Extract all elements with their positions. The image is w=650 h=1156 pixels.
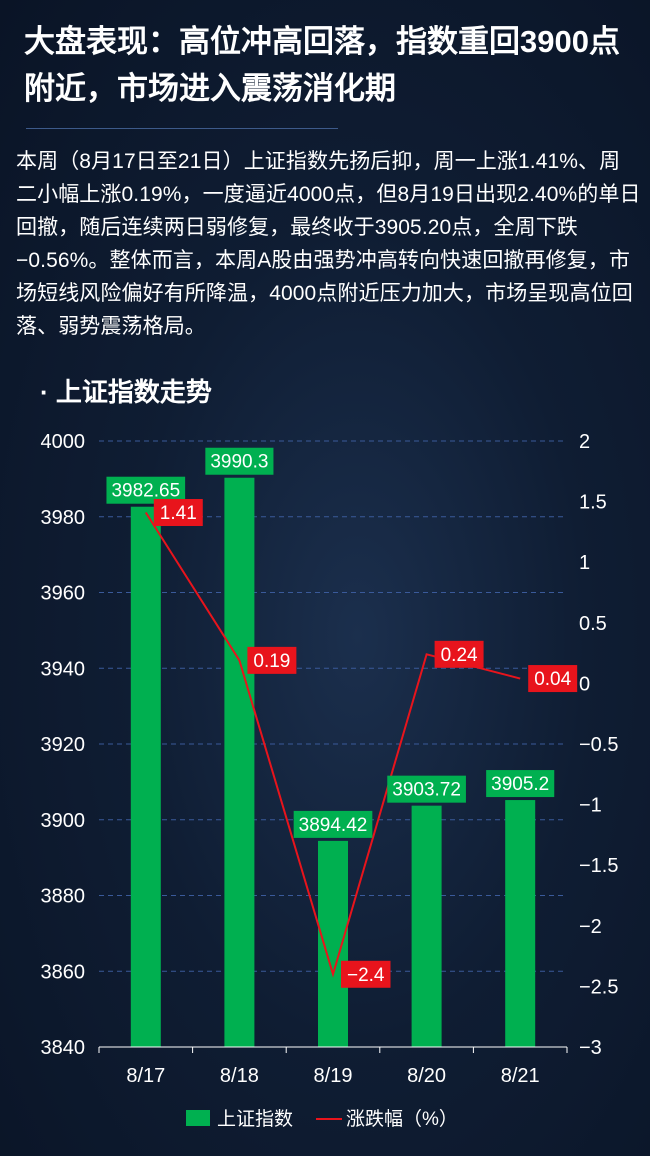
change-label-box (528, 665, 578, 693)
right-tick-label: 1.5 (579, 492, 607, 514)
change-label-box (434, 640, 484, 668)
bar-label-box (387, 775, 466, 803)
left-tick-label: 3900 (41, 810, 86, 832)
bar-value-label: 3982.65 (106, 476, 186, 504)
right-tick-label: −2.5 (579, 976, 618, 998)
legend-bar-swatch (186, 1110, 210, 1126)
right-tick-label: −1 (579, 795, 602, 817)
left-tick-label: 3920 (41, 734, 86, 756)
left-tick-label: 3940 (41, 658, 86, 680)
legend-bar-label: 上证指数 (217, 1108, 293, 1130)
change-value-label: 0.19 (247, 646, 297, 674)
bar (318, 840, 348, 1047)
left-tick-label: 3960 (41, 583, 86, 605)
page-title: 大盘表现：高位冲高回落，指数重回3900点附近，市场进入震荡消化期 (24, 24, 620, 106)
bar-label-box (205, 447, 274, 475)
change-value-labels: 1.41 0.19 −2.4 0.24 0.04 (153, 499, 578, 988)
x-tick-label: 8/18 (220, 1065, 259, 1087)
bar-label-text: 3990.3 (210, 452, 268, 473)
title-divider (26, 128, 338, 129)
bar-value-label: 3903.72 (387, 775, 466, 803)
left-axis-ticks: 3840 3860 3880 3900 3920 3940 3960 3980 4000 (41, 431, 86, 1059)
bar-value-label: 3894.42 (293, 810, 373, 838)
x-tick-label: 8/21 (501, 1065, 540, 1087)
bar (130, 506, 161, 1047)
change-label-text: 0.04 (534, 669, 571, 690)
right-axis-ticks: −3 −2.5 −2 −1.5 −1 −0.5 0 0.5 1 1.5 2 (579, 431, 618, 1059)
change-label-box (153, 499, 203, 527)
left-tick-label: 3980 (41, 507, 86, 529)
chart-legend: 上证指数 涨跌幅（%） (186, 1108, 458, 1130)
bar-label-text: 3982.65 (111, 481, 180, 502)
bar-value-labels: 3982.65 3990.3 3894.42 3903.72 3905.2 (106, 447, 555, 838)
market-summary: 本周（8月17日至21日）上证指数先扬后抑，周一上涨1.41%、周二小幅上涨0.… (16, 150, 641, 338)
bar (224, 477, 255, 1047)
left-tick-label: 3880 (41, 886, 86, 908)
change-label-box (247, 646, 297, 674)
bar-value-label: 3905.2 (486, 770, 555, 798)
chart-heading: · 上证指数走势 (40, 377, 212, 407)
bar-label-box (293, 810, 373, 838)
change-label-text: 0.24 (441, 645, 478, 666)
legend-line-label: 涨跌幅（%） (346, 1108, 458, 1130)
change-label-text: −2.4 (347, 965, 385, 986)
bar-label-text: 3905.2 (491, 774, 549, 795)
x-tick-label: 8/20 (407, 1065, 446, 1087)
change-value-label: 0.04 (528, 665, 578, 693)
left-tick-label: 3860 (41, 961, 86, 983)
bar-value-label: 3990.3 (205, 447, 274, 475)
right-tick-label: 0 (579, 673, 590, 695)
x-tick-label: 8/19 (314, 1065, 353, 1087)
right-tick-label: 2 (579, 431, 590, 453)
left-tick-label: 3840 (41, 1037, 86, 1059)
x-axis: 8/17 8/18 8/19 8/20 8/21 (98, 1046, 568, 1087)
x-tick-label: 8/17 (126, 1065, 165, 1087)
right-tick-label: −2 (579, 916, 602, 938)
bar-label-box (486, 770, 555, 798)
change-label-text: 1.41 (160, 503, 197, 524)
bar (505, 800, 536, 1047)
right-tick-label: 1 (579, 552, 590, 574)
bar-label-text: 3894.42 (299, 815, 368, 836)
change-value-label: −2.4 (341, 960, 391, 988)
change-value-label: 0.24 (434, 640, 484, 668)
bar (411, 805, 442, 1047)
right-tick-label: −1.5 (579, 855, 618, 877)
right-tick-label: −3 (579, 1037, 602, 1059)
right-tick-label: −0.5 (579, 734, 618, 756)
bar-label-text: 3903.72 (392, 780, 461, 801)
change-label-box (341, 960, 391, 988)
right-tick-label: 0.5 (579, 613, 607, 635)
change-label-text: 0.19 (253, 651, 290, 672)
bar-series (130, 477, 536, 1047)
left-tick-label: 4000 (41, 431, 86, 453)
change-value-label: 1.41 (153, 499, 203, 527)
